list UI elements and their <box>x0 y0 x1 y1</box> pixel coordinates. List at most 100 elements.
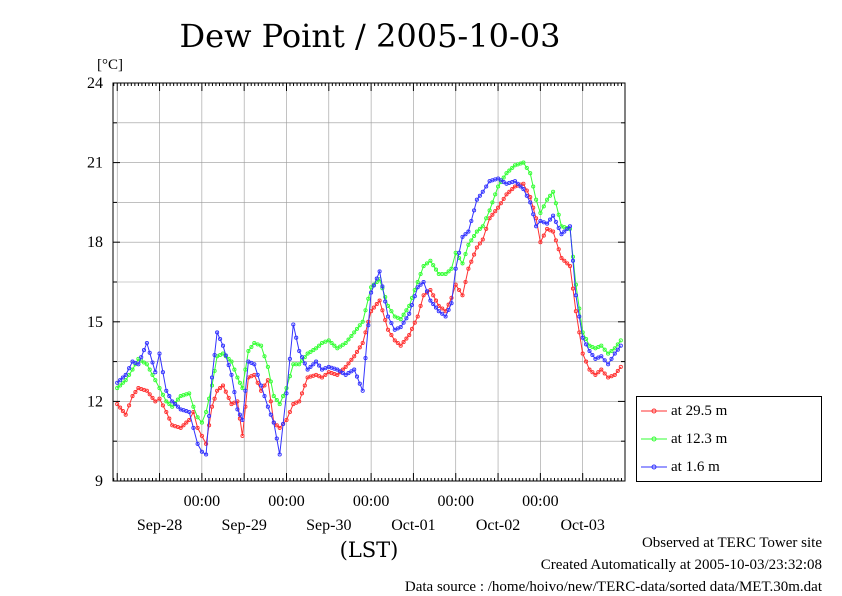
data-point <box>484 184 489 189</box>
legend-swatch-1-6m <box>641 464 667 470</box>
data-point <box>343 364 348 369</box>
data-point <box>618 338 623 343</box>
data-point <box>352 330 357 335</box>
data-point <box>541 220 546 225</box>
data-point <box>431 302 436 307</box>
data-point <box>548 193 553 198</box>
data-point <box>215 388 220 393</box>
data-point <box>567 264 573 269</box>
data-point <box>401 320 406 325</box>
data-point <box>436 303 441 308</box>
data-point <box>528 195 533 200</box>
data-point <box>538 218 543 224</box>
data-point <box>144 362 149 367</box>
legend-label-1-6m: at 1.6 m <box>671 458 720 475</box>
data-point <box>357 323 362 328</box>
data-point <box>404 316 409 321</box>
x-time-label: 00:00 <box>268 493 304 510</box>
data-point <box>147 350 152 355</box>
data-point <box>357 381 362 386</box>
data-point <box>510 165 515 170</box>
data-point <box>252 362 257 367</box>
data-point <box>472 233 477 239</box>
data-point <box>443 271 448 277</box>
data-point <box>175 404 180 409</box>
data-point <box>160 403 165 408</box>
data-point <box>466 242 471 247</box>
data-point <box>466 266 471 271</box>
data-point <box>360 340 365 346</box>
data-point <box>548 217 553 222</box>
data-point <box>398 343 403 348</box>
data-point <box>147 367 152 372</box>
data-point <box>512 179 518 184</box>
data-point <box>389 321 394 326</box>
data-point <box>164 399 169 404</box>
data-point <box>436 309 441 314</box>
data-point <box>130 394 135 399</box>
series-line <box>116 177 622 456</box>
x-axis-label: (LST) <box>340 538 399 562</box>
data-point <box>521 160 526 165</box>
data-point <box>204 409 209 415</box>
data-point <box>599 367 604 372</box>
data-point <box>577 314 582 319</box>
data-point <box>199 433 204 438</box>
data-point <box>545 221 550 226</box>
data-point <box>363 330 368 335</box>
data-point <box>204 441 209 446</box>
data-point <box>167 416 172 421</box>
data-point <box>204 452 209 457</box>
data-point <box>237 380 242 385</box>
data-point <box>480 237 485 242</box>
data-point <box>389 309 394 314</box>
data-point <box>123 372 128 377</box>
data-point <box>268 399 273 404</box>
data-point <box>374 276 379 281</box>
data-point <box>354 326 360 331</box>
data-point <box>338 344 343 349</box>
data-point <box>141 348 147 353</box>
data-point <box>521 181 526 186</box>
data-point <box>404 336 409 341</box>
data-point <box>524 193 529 198</box>
data-point <box>220 383 226 388</box>
data-point <box>493 209 498 214</box>
data-point <box>332 343 337 348</box>
data-point <box>357 345 362 350</box>
data-point <box>167 402 172 407</box>
series-line <box>116 162 622 424</box>
data-point <box>618 343 623 348</box>
data-point <box>317 363 322 368</box>
data-point <box>590 370 595 375</box>
data-point <box>433 267 439 272</box>
data-point <box>369 290 374 295</box>
data-point <box>360 388 365 393</box>
data-point <box>220 351 226 356</box>
data-point <box>609 374 614 379</box>
data-point <box>559 232 564 237</box>
data-point <box>184 420 189 425</box>
data-point <box>354 349 360 354</box>
data-point <box>493 192 498 197</box>
data-point <box>243 388 248 393</box>
data-point <box>360 319 365 324</box>
data-point <box>291 322 296 327</box>
y-tick-label: 21 <box>87 155 103 172</box>
data-point <box>314 359 319 364</box>
data-point <box>510 187 515 192</box>
data-point <box>599 354 604 359</box>
data-point <box>606 351 611 356</box>
data-point <box>366 323 371 328</box>
x-time-label: 00:00 <box>522 493 558 510</box>
data-point <box>446 307 451 312</box>
data-point <box>496 205 501 210</box>
data-point <box>277 452 282 457</box>
data-point <box>277 402 282 407</box>
data-point <box>302 383 307 388</box>
data-point <box>392 338 397 343</box>
data-point <box>349 357 354 362</box>
chart-title: Dew Point / 2005-10-03 <box>180 17 561 55</box>
data-point <box>401 312 406 317</box>
data-point <box>299 391 305 396</box>
